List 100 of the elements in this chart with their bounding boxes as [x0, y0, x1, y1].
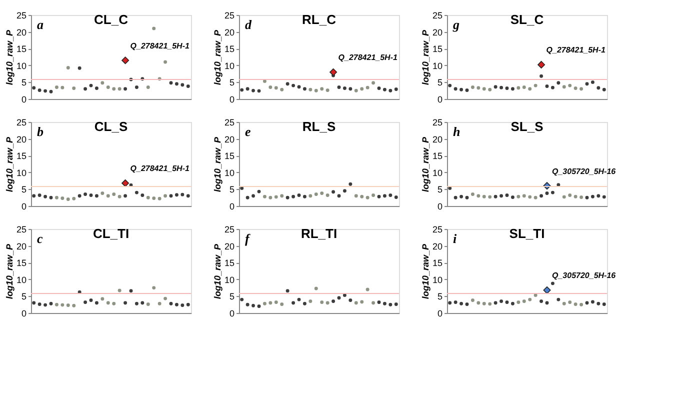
point [60, 196, 64, 200]
point [292, 301, 296, 305]
y-tick-label: 20 [432, 241, 442, 252]
point [84, 192, 88, 196]
point [320, 87, 324, 91]
y-tick-label: 15 [224, 258, 234, 268]
y-axis-title: log10_raw_P [420, 136, 430, 192]
point [500, 194, 504, 198]
point [106, 301, 110, 305]
point [494, 194, 498, 198]
y-tick-label: 10 [224, 60, 234, 71]
chart-title: RL_S [302, 119, 336, 134]
point [152, 196, 156, 200]
point [44, 89, 48, 93]
point [38, 302, 42, 306]
point [388, 88, 392, 92]
point [257, 89, 261, 93]
point [112, 192, 116, 196]
y-tick-label: 15 [16, 151, 26, 162]
point [257, 190, 261, 194]
point [488, 302, 492, 306]
point [602, 88, 606, 92]
point [562, 195, 566, 199]
y-tick-label: 20 [224, 241, 234, 252]
point [49, 196, 53, 200]
y-tick-label: 10 [16, 60, 26, 71]
point [122, 56, 130, 64]
point [84, 87, 88, 91]
y-tick-label: 5 [437, 184, 442, 195]
point [246, 196, 250, 200]
point [54, 196, 58, 200]
y-tick-label: 15 [432, 151, 442, 162]
point [342, 189, 346, 193]
point [528, 298, 532, 302]
point [602, 302, 606, 306]
point [164, 194, 168, 198]
point [84, 300, 88, 304]
point [252, 88, 256, 92]
point [454, 300, 458, 304]
point [354, 301, 358, 305]
point [505, 194, 509, 197]
point [169, 194, 173, 198]
point [314, 192, 318, 196]
point [262, 194, 266, 198]
chart-title: SL_S [510, 119, 544, 134]
point [326, 194, 330, 197]
y-tick-label: 0 [21, 202, 26, 212]
y-tick-label: 25 [224, 10, 234, 20]
y-tick-label: 10 [224, 168, 234, 178]
point [180, 83, 184, 87]
point [556, 298, 560, 302]
point [590, 300, 594, 304]
point [354, 194, 358, 198]
point [476, 301, 480, 305]
point [543, 286, 551, 294]
point [460, 194, 464, 198]
point [297, 194, 301, 197]
point [100, 81, 104, 85]
point [394, 88, 398, 91]
point [302, 194, 306, 198]
point [112, 302, 116, 306]
y-tick-label: 25 [432, 118, 442, 128]
point [476, 86, 480, 90]
point [448, 84, 452, 88]
y-tick-label: 5 [229, 292, 234, 302]
point [574, 302, 578, 306]
point [382, 88, 386, 92]
point [292, 194, 296, 198]
point [590, 80, 594, 84]
point [465, 302, 469, 306]
point [122, 179, 130, 187]
annotation: h [453, 124, 460, 139]
chart-title: RL_TI [300, 226, 338, 241]
y-axis-title: log10_raw_P [4, 136, 14, 192]
y-tick-label: 25 [224, 224, 234, 234]
point [169, 81, 173, 85]
point [465, 196, 469, 200]
point [60, 86, 64, 90]
point [540, 300, 544, 303]
annotation: e [245, 124, 251, 139]
y-axis-title: log10_raw_P [212, 242, 222, 300]
point [158, 196, 162, 200]
point [522, 194, 526, 198]
point [562, 85, 566, 89]
chart-title: CL_S [94, 119, 128, 134]
y-tick-label: 5 [21, 184, 26, 195]
point [585, 82, 589, 86]
point [78, 66, 82, 70]
point [516, 86, 520, 90]
point [488, 195, 492, 199]
point [314, 286, 318, 290]
point [550, 86, 554, 90]
y-tick-label: 0 [437, 94, 442, 104]
point [246, 87, 250, 91]
y-tick-label: 20 [224, 134, 234, 144]
y-tick-label: 0 [21, 94, 26, 104]
point [72, 196, 76, 200]
point [158, 302, 162, 306]
annotation: Q_305720_5H-16 [552, 271, 616, 280]
chart-title: CL_TI [92, 226, 130, 241]
